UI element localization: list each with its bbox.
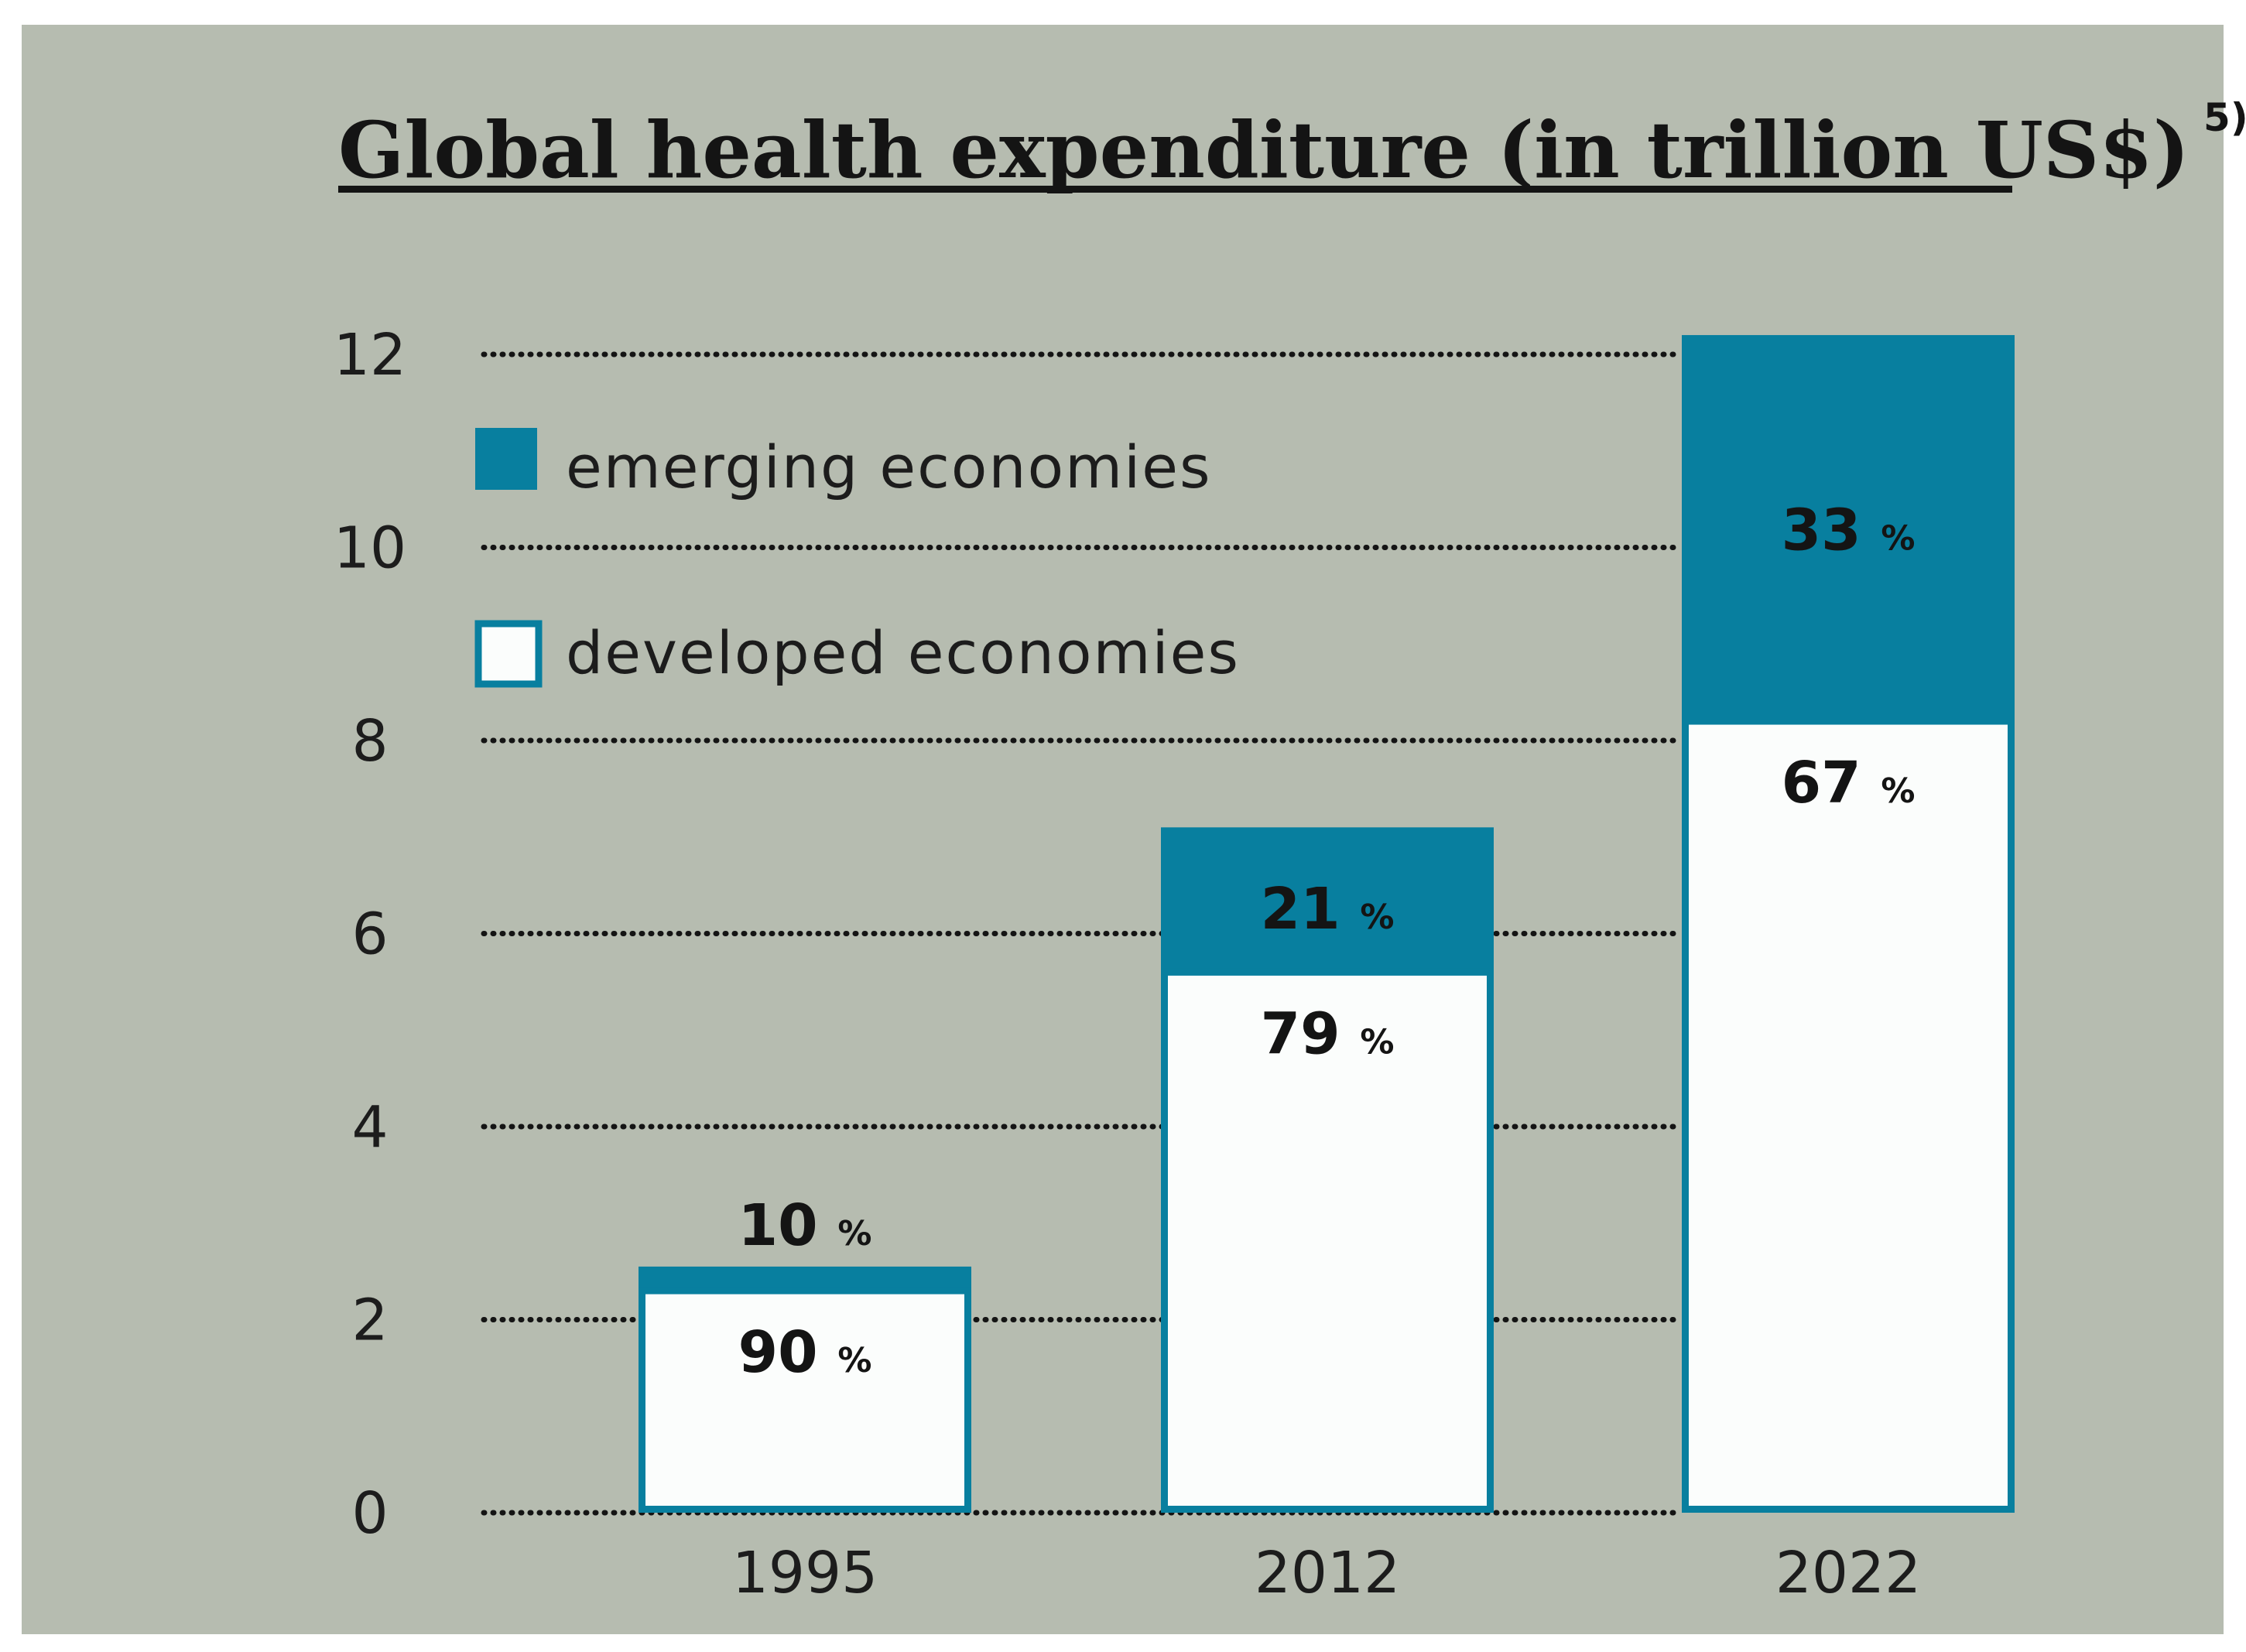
title-underline [338,186,2012,193]
bar-emerging-2022 [1682,335,2015,722]
y-tick-label: 2 [351,1288,388,1354]
legend-label-emerging: emerging economies [566,433,1212,501]
bars [639,335,2015,1513]
title-footnote: 5) [2203,95,2246,140]
label-emerging-1995: 10 % [738,1192,872,1259]
legend-label-developed: developed economies [566,618,1240,687]
legend: emerging economies developed economies [474,428,1240,688]
x-tick-label: 2012 [1255,1540,1400,1606]
label-developed-2012: 79 % [1261,1000,1395,1067]
y-tick-label: 6 [351,901,388,968]
bar-developed-1995 [639,1287,971,1513]
chart-title-text: Global health expenditure (in trillion U… [338,104,2190,196]
y-axis-ticks: 0 2 4 6 8 10 12 [334,322,406,1547]
legend-swatch-developed [474,620,543,688]
data-labels: 10 % 90 % 21 % 79 % 33 % 67 % [738,498,1916,1387]
x-tick-label: 1995 [732,1540,878,1606]
bar-developed-2012 [1161,968,1494,1513]
y-tick-label: 12 [334,322,406,388]
x-axis-labels: 1995 2012 2022 [732,1540,1921,1606]
legend-swatch-emerging [475,428,537,490]
bar-emerging-2012 [1161,827,1494,973]
y-tick-label: 10 [334,515,406,582]
bar-emerging-1995 [639,1266,971,1291]
y-tick-label: 8 [351,708,388,775]
label-developed-1995: 90 % [738,1319,872,1386]
bar-developed-2022 [1682,717,2015,1513]
y-tick-label: 4 [351,1094,388,1161]
y-tick-label: 0 [351,1480,388,1547]
label-emerging-2022: 33 % [1782,498,1916,564]
label-emerging-2012: 21 % [1261,876,1395,942]
chart-title: Global health expenditure (in trillion U… [338,71,2246,196]
label-developed-2022: 67 % [1782,750,1916,816]
x-tick-label: 2022 [1775,1540,1921,1606]
